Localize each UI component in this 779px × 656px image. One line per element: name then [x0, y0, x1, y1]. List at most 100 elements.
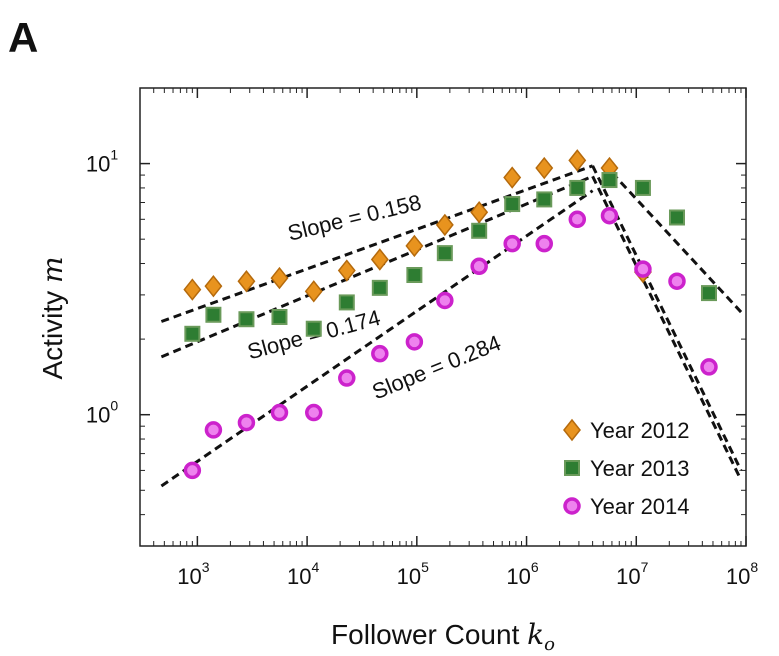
square-marker	[634, 179, 651, 196]
plot-frame	[139, 87, 747, 547]
slope-annotation: Slope = 0.284	[368, 330, 504, 404]
legend-label: Year 2013	[590, 456, 690, 481]
x-axis-label-var: k	[527, 618, 544, 651]
diamond-marker	[183, 278, 202, 301]
y-tick-exponent: 1	[110, 147, 118, 163]
fit-line	[591, 175, 743, 481]
x-axis-label-text: Follower Count	[331, 619, 527, 650]
x-tick-exponent: 4	[311, 559, 319, 575]
square-marker	[601, 172, 618, 189]
square-marker	[305, 320, 322, 337]
legend-label: Year 2012	[590, 418, 690, 443]
circle-marker	[270, 403, 289, 422]
diamond-marker	[535, 156, 554, 180]
x-tick-exponent: 5	[421, 559, 429, 575]
y-axis-label-text: Activity	[37, 283, 68, 379]
circle-marker	[503, 234, 521, 253]
x-axis-label: Follower Count ko	[331, 618, 555, 655]
circle-marker	[204, 421, 223, 439]
square-marker	[184, 325, 201, 342]
square-marker	[569, 179, 586, 196]
x-tick-base: 10	[726, 564, 750, 589]
square-marker	[504, 196, 521, 213]
fit-line	[610, 171, 745, 316]
circle-marker	[568, 210, 587, 229]
fit-line	[160, 164, 594, 323]
diamond-marker	[270, 266, 289, 290]
x-tick-exponent: 6	[531, 559, 539, 575]
square-marker	[371, 279, 388, 296]
circle-marker	[305, 403, 323, 422]
x-tick-labels: 103 104 105 106 107 108	[177, 559, 758, 589]
y-tick-base: 10	[86, 403, 110, 428]
diamond-marker	[337, 259, 356, 282]
x-tick-base: 10	[287, 564, 311, 589]
minor-ticks	[139, 87, 746, 547]
circle-marker	[563, 497, 581, 515]
legend: Year 2012 Year 2013 Year 2014	[563, 418, 690, 519]
x-tick-label: 105	[397, 559, 429, 589]
x-tick-label: 106	[506, 559, 538, 589]
y-tick-exponent: 0	[110, 398, 118, 414]
diamond-marker	[568, 149, 587, 172]
x-tick-exponent: 3	[202, 559, 210, 575]
circle-marker	[668, 272, 686, 290]
square-marker	[406, 267, 423, 284]
square-marker	[271, 308, 288, 325]
circle-marker	[634, 260, 652, 278]
x-tick-base: 10	[616, 564, 640, 589]
square-marker	[471, 222, 488, 239]
square-marker	[338, 294, 355, 311]
diamond-marker	[503, 166, 522, 189]
x-tick-exponent: 7	[641, 559, 649, 575]
y-tick-base: 10	[86, 152, 110, 177]
circle-marker	[338, 369, 356, 387]
diamond-marker	[204, 274, 223, 298]
x-tick-exponent: 8	[750, 559, 758, 575]
circle-marker	[371, 344, 389, 363]
diamond-marker	[405, 234, 424, 258]
circle-marker	[405, 333, 424, 351]
circle-marker	[237, 413, 256, 432]
major-ticks	[140, 88, 747, 546]
square-marker	[436, 245, 453, 262]
circle-marker	[535, 234, 554, 253]
circle-marker	[436, 291, 454, 310]
x-tick-base: 10	[397, 564, 421, 589]
circle-marker	[700, 358, 718, 376]
circle-marker	[600, 206, 619, 225]
x-tick-base: 10	[177, 564, 201, 589]
square-marker	[700, 285, 717, 302]
diamond-marker	[563, 418, 581, 442]
circle-marker	[183, 461, 202, 480]
y-tick-label: 101	[86, 147, 118, 177]
panel-label: A	[8, 14, 38, 61]
circle-marker	[470, 257, 488, 276]
x-tick-base: 10	[506, 564, 530, 589]
y-axis-label-var: m	[36, 256, 69, 283]
fit-line	[160, 189, 594, 488]
slope-annotation: Slope = 0.158	[285, 190, 423, 246]
square-marker	[536, 191, 553, 208]
y-tick-label: 100	[86, 398, 118, 428]
data-markers	[183, 149, 718, 480]
diamond-marker	[237, 270, 256, 293]
x-tick-label: 103	[177, 559, 209, 589]
diamond-marker	[370, 248, 389, 271]
diamond-marker	[435, 213, 454, 237]
square-marker	[205, 306, 222, 323]
x-axis-label-sub: o	[544, 634, 555, 655]
square-marker	[238, 311, 255, 328]
legend-label: Year 2014	[590, 494, 690, 519]
x-tick-label: 107	[616, 559, 648, 589]
x-tick-label: 104	[287, 559, 319, 589]
square-marker	[564, 460, 580, 476]
x-tick-label: 108	[726, 559, 758, 589]
diamond-marker	[470, 201, 489, 224]
y-axis-label: Activity m	[36, 256, 69, 379]
diamond-marker	[304, 280, 323, 303]
square-marker	[668, 209, 685, 226]
